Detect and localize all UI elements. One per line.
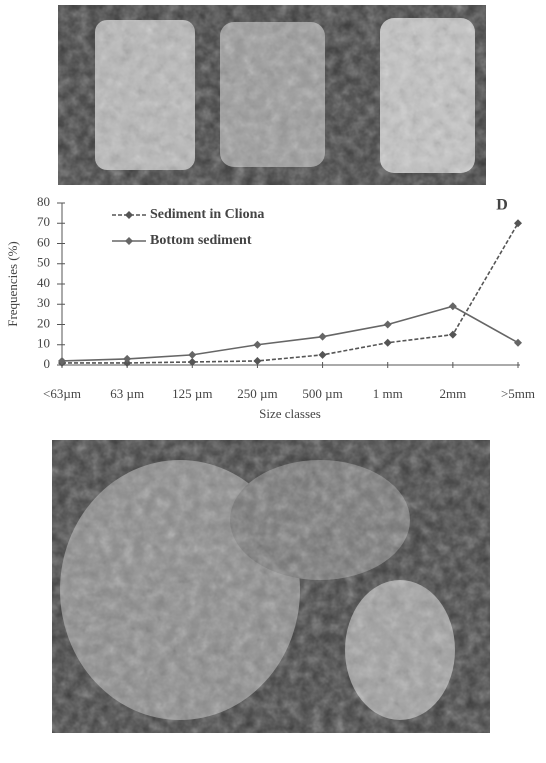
- y-tick-label: 10: [37, 336, 50, 351]
- series-line: [62, 223, 518, 363]
- series-line: [62, 306, 518, 361]
- marker: [514, 219, 522, 227]
- y-tick-label: 30: [37, 295, 50, 310]
- y-axis-label: Frequencies (%): [5, 241, 20, 327]
- y-tick-label: 80: [37, 194, 50, 209]
- x-tick-label: >5mm: [501, 386, 535, 401]
- marker: [449, 331, 457, 339]
- y-tick-label: 20: [37, 315, 50, 330]
- bottom-photo: [52, 440, 490, 733]
- marker: [514, 339, 522, 347]
- x-tick-label: 500 µm: [302, 386, 342, 401]
- x-tick-label: 250 µm: [237, 386, 277, 401]
- legend-label: Sediment in Cliona: [150, 207, 264, 222]
- y-tick-label: 50: [37, 255, 50, 270]
- marker: [384, 321, 392, 329]
- marker: [449, 302, 457, 310]
- marker: [123, 355, 131, 363]
- x-axis-label: Size classes: [259, 406, 321, 421]
- panel-label: D: [496, 197, 508, 214]
- y-tick-label: 40: [37, 275, 50, 290]
- x-tick-label: 125 µm: [172, 386, 212, 401]
- marker: [253, 357, 261, 365]
- legend-marker: [125, 211, 133, 219]
- marker: [253, 341, 261, 349]
- marker: [319, 333, 327, 341]
- y-tick-label: 70: [37, 214, 50, 229]
- legend-marker: [125, 237, 133, 245]
- x-tick-label: 1 mm: [373, 386, 403, 401]
- y-tick-label: 0: [44, 356, 51, 371]
- marker: [384, 339, 392, 347]
- x-tick-label: 2mm: [439, 386, 466, 401]
- top-photo: [58, 5, 486, 185]
- marker: [319, 351, 327, 359]
- legend-label: Bottom sediment: [150, 233, 252, 248]
- y-tick-label: 60: [37, 234, 50, 249]
- figure: Frequencies (%) Size classes D 0 10 20 30 40…: [0, 0, 546, 763]
- marker: [188, 351, 196, 359]
- x-tick-label: <63µm: [43, 386, 81, 401]
- x-tick-label: 63 µm: [110, 386, 144, 401]
